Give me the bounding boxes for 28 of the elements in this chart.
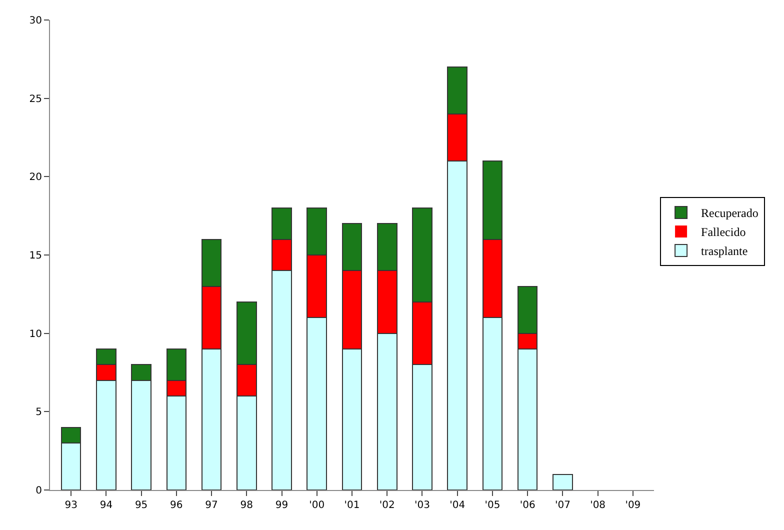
x-tick-label: 98 <box>240 500 254 511</box>
y-tick-label: 25 <box>29 94 42 105</box>
x-tick-label: '03 <box>414 500 430 511</box>
y-tick-label: 5 <box>36 407 42 418</box>
x-tick-label: '06 <box>520 500 536 511</box>
bar <box>552 474 573 490</box>
y-tick-label: 20 <box>29 172 42 184</box>
x-tick-label: 99 <box>275 500 288 511</box>
y-tick-label: 0 <box>36 486 42 496</box>
y-tick-label: 30 <box>29 16 42 26</box>
x-tick-label: '05 <box>484 500 500 511</box>
x-tick-label: 95 <box>134 500 148 511</box>
x-tick-label: '02 <box>379 500 395 511</box>
y-tick-label: 10 <box>29 328 42 340</box>
x-tick-label: '07 <box>554 500 570 511</box>
x-tick-label: '09 <box>625 500 641 511</box>
x-tick-label: '08 <box>590 500 606 511</box>
legend-label: Fallecido <box>701 225 746 240</box>
x-tick-label: 94 <box>100 500 113 511</box>
y-tick-label: 15 <box>29 250 42 262</box>
x-tick-label: 93 <box>64 500 78 511</box>
legend-label: Recuperado <box>701 206 758 220</box>
x-tick-label: '04 <box>450 500 466 511</box>
legend-label: trasplante <box>701 244 748 258</box>
x-tick-label: 96 <box>170 500 183 511</box>
x-tick-label: '01 <box>344 500 360 511</box>
x-tick-label: '00 <box>309 500 325 511</box>
x-tick-label: 97 <box>205 500 218 511</box>
